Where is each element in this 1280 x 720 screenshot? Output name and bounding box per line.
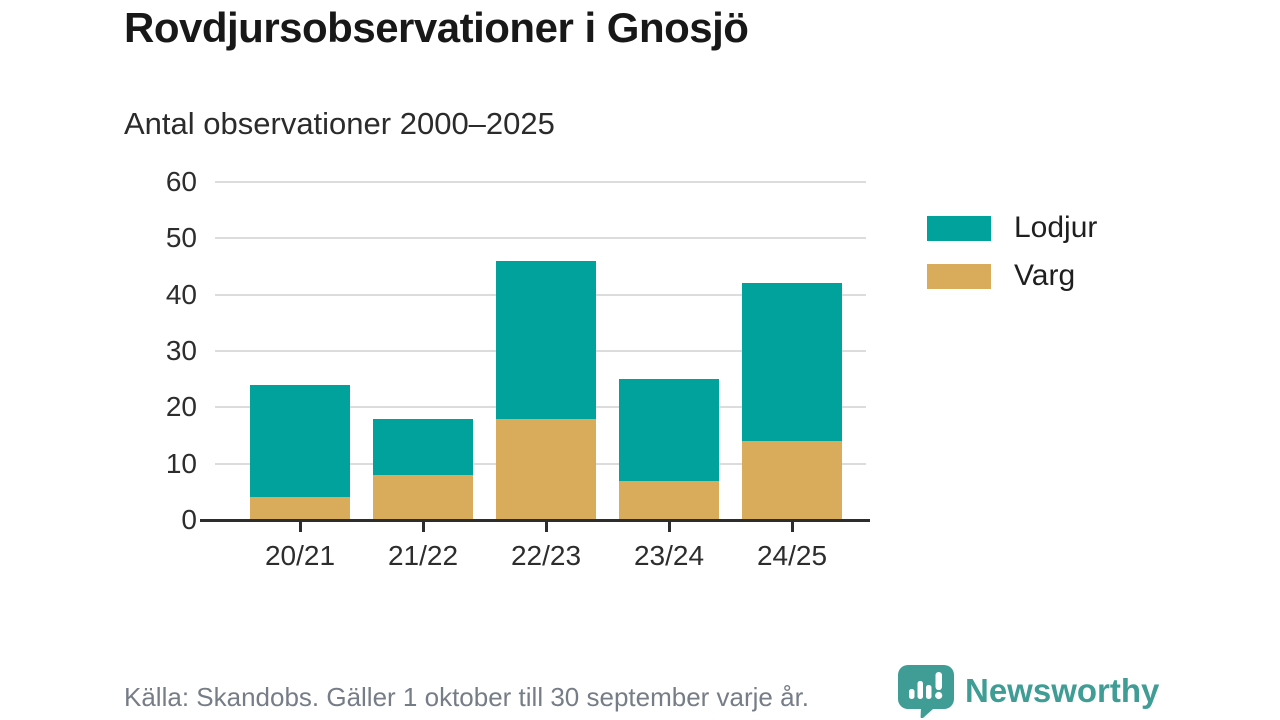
y-axis-label: 40 bbox=[165, 278, 197, 310]
x-axis-label: 20/21 bbox=[264, 540, 336, 571]
x-axis-line bbox=[200, 519, 870, 522]
newsworthy-logo-icon bbox=[898, 665, 954, 718]
bar-23-24-varg bbox=[619, 480, 719, 520]
legend-swatch-lodjur bbox=[927, 215, 991, 241]
legend-label-varg: Varg bbox=[1014, 259, 1076, 292]
bar-24-25-lodjur bbox=[742, 283, 842, 442]
y-axis-label: 30 bbox=[165, 335, 197, 366]
x-axis-tick bbox=[667, 522, 671, 532]
y-axis-label: 10 bbox=[165, 447, 197, 479]
chart-subtitle: Antal observationer 2000–2025 bbox=[124, 106, 555, 141]
bar-24-25-varg bbox=[742, 441, 842, 520]
legend-swatch-varg bbox=[927, 263, 991, 289]
y-axis-label: 20 bbox=[165, 391, 197, 423]
legend: Lodjur Varg bbox=[927, 212, 1097, 292]
bar-22-23-lodjur bbox=[496, 260, 596, 419]
x-axis-label: 24/25 bbox=[756, 540, 828, 571]
source-note: Källa: Skandobs. Gäller 1 oktober till 3… bbox=[124, 682, 810, 712]
y-axis-label: 50 bbox=[165, 222, 197, 254]
y-axis-label: 60 bbox=[165, 166, 197, 197]
bar-20-21-varg bbox=[250, 497, 350, 520]
gridline-60 bbox=[215, 181, 866, 183]
x-axis-label: 21/22 bbox=[387, 540, 459, 571]
x-axis-tick bbox=[421, 522, 425, 532]
bar-20-21-lodjur bbox=[250, 384, 350, 498]
bar-21-22-varg bbox=[373, 474, 473, 520]
x-axis-tick bbox=[544, 522, 548, 532]
chart-title: Rovdjursobservationer i Gnosjö bbox=[124, 4, 749, 51]
legend-item-varg: Varg bbox=[927, 260, 1097, 292]
legend-item-lodjur: Lodjur bbox=[927, 212, 1097, 244]
x-axis-label: 23/24 bbox=[633, 540, 705, 571]
brand-name: Newsworthy bbox=[965, 672, 1160, 709]
bar-22-23-varg bbox=[496, 418, 596, 520]
x-axis-tick bbox=[298, 522, 302, 532]
gridline-50 bbox=[215, 237, 866, 240]
legend-label-lodjur: Lodjur bbox=[1014, 211, 1098, 244]
x-axis-tick bbox=[790, 522, 794, 532]
brand: Newsworthy bbox=[897, 664, 1159, 718]
y-axis-label: 0 bbox=[181, 504, 197, 535]
bar-21-22-lodjur bbox=[373, 418, 473, 475]
x-axis-label: 22/23 bbox=[510, 540, 582, 571]
bar-23-24-lodjur bbox=[619, 379, 719, 481]
